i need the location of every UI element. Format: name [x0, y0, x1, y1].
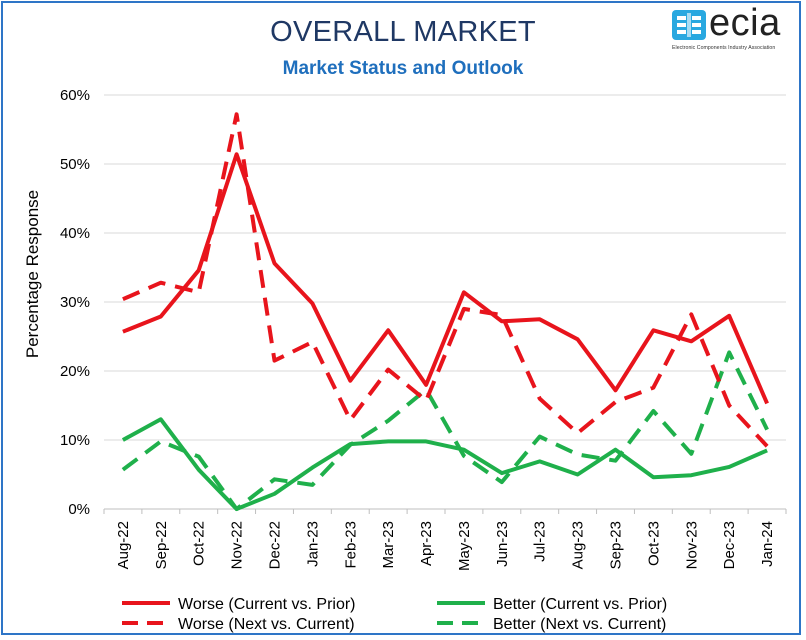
legend-label: Worse (Current vs. Prior) — [178, 596, 356, 613]
series-line-4 — [121, 350, 769, 511]
x-tick-label: Mar-23 — [380, 521, 397, 569]
x-tick-label: Apr-23 — [418, 521, 435, 566]
x-tick-label: Jan-24 — [759, 521, 776, 567]
x-tick-label: Aug-23 — [570, 521, 587, 569]
legend-label: Better (Current vs. Prior) — [493, 596, 667, 613]
x-tick-label: May-23 — [456, 521, 473, 571]
chart-title: OVERALL MARKET — [270, 16, 536, 48]
series-lines — [121, 112, 769, 511]
y-tick-label: 20% — [60, 363, 90, 380]
x-tick-label: Dec-22 — [267, 521, 284, 569]
x-tick-label: Nov-22 — [229, 521, 246, 569]
x-tick-label: Jan-23 — [304, 521, 321, 567]
x-tick-label: Feb-23 — [342, 521, 359, 569]
y-axis-label: Percentage Response — [23, 190, 42, 358]
y-tick-label: 60% — [60, 87, 90, 104]
legend-label: Better (Next vs. Current) — [493, 616, 666, 633]
y-tick-label: 50% — [60, 156, 90, 173]
x-tick-label: Aug-22 — [115, 521, 132, 569]
series-line-3 — [122, 112, 769, 448]
x-tick-label: Oct-22 — [191, 521, 208, 566]
x-tick-label: Dec-23 — [721, 521, 738, 569]
ecia-logo: ecia Electronic Components Industry Asso… — [672, 2, 794, 54]
x-tick-label: Oct-23 — [645, 521, 662, 566]
y-tick-label: 30% — [60, 294, 90, 311]
x-axis-ticks: Aug-22 Sep-22 Oct-22 Nov-22 Dec-22 Jan-23 Feb-… — [103, 509, 787, 571]
x-tick-label: Jun-23 — [494, 521, 511, 567]
chart-subtitle: Market Status and Outlook — [282, 58, 524, 79]
x-tick-label: Sep-23 — [608, 521, 625, 569]
series-line-1 — [122, 152, 769, 405]
y-tick-label: 40% — [60, 225, 90, 242]
x-tick-label: Sep-22 — [153, 521, 170, 569]
legend: Worse (Current vs. Prior) Better (Current… — [122, 596, 667, 633]
x-tick-label: Jul-23 — [532, 521, 549, 562]
x-tick-label: Nov-23 — [683, 521, 700, 569]
logo-wordmark: ecia — [709, 2, 781, 44]
ecia-logo-icon — [672, 10, 706, 40]
logo-tagline: Electronic Components Industry Associati… — [672, 45, 776, 51]
y-tick-label: 0% — [68, 501, 90, 518]
legend-label: Worse (Next vs. Current) — [178, 616, 355, 633]
y-tick-label: 10% — [60, 432, 90, 449]
y-axis-ticks: 0% 10% 20% 30% 40% 50% 60% — [60, 87, 90, 518]
